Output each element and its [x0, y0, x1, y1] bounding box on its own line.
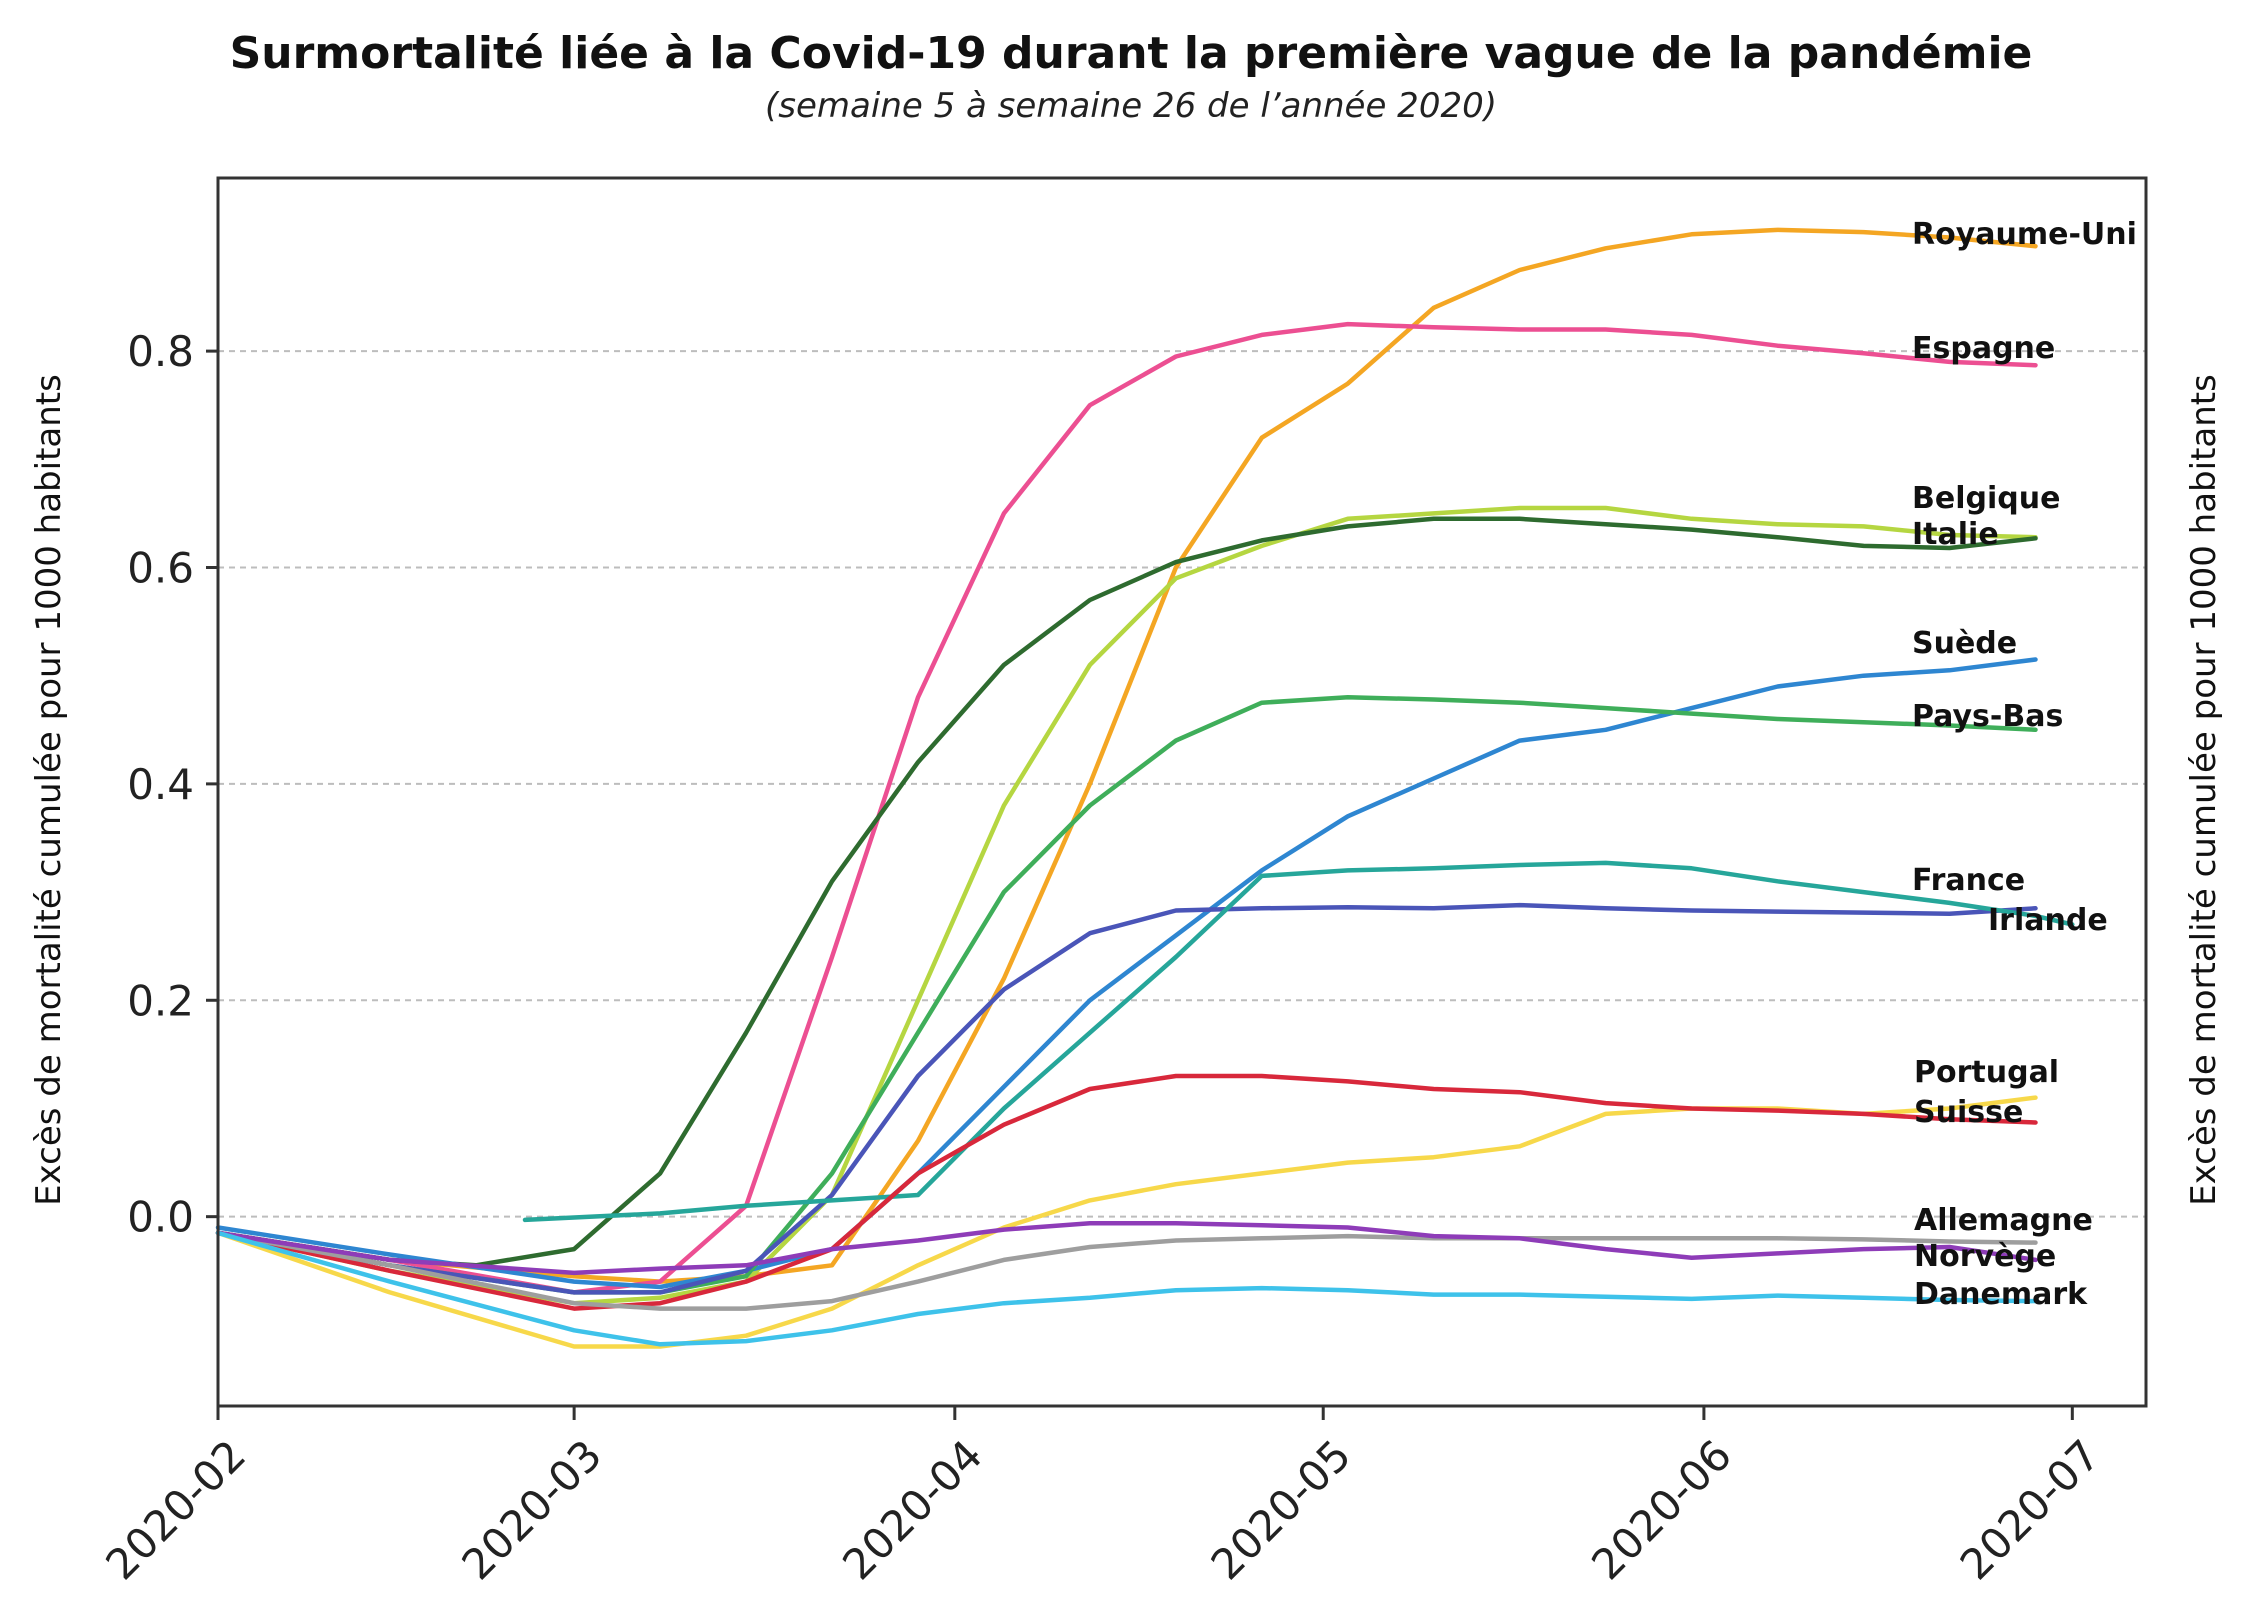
series-line-suisse — [215, 1073, 2038, 1311]
series-line-irlande — [522, 860, 2075, 1223]
y-axis: 0.0 0.2 0.4 0.6 0.8 — [127, 327, 218, 1242]
x-tick-label: 2020-06 — [1582, 1430, 1741, 1589]
x-tick-label: 2020-04 — [833, 1430, 992, 1589]
x-tick-label: 2020-03 — [452, 1430, 611, 1589]
y-tick-label: 0.4 — [127, 760, 194, 809]
series-line-pays-bas — [215, 695, 2038, 1295]
series-label-suisse: Suisse — [1914, 1095, 2023, 1130]
series-label-danemark: Danemark — [1914, 1277, 2088, 1312]
series-label-portugal: Portugal — [1914, 1055, 2059, 1090]
plot-frame — [216, 176, 2148, 1408]
series-label-pays-bas: Pays-Bas — [1912, 699, 2063, 734]
y-tick-label: 0.0 — [127, 1193, 194, 1242]
series-line-france — [215, 902, 2038, 1295]
chart-subtitle: (semaine 5 à semaine 26 de l’année 2020) — [765, 86, 1497, 126]
y-tick-label: 0.8 — [127, 327, 194, 376]
series-label-norvege: Norvège — [1914, 1239, 2056, 1274]
series-line-suede — [215, 657, 2038, 1290]
series-label-royaume-uni: Royaume-Uni — [1912, 217, 2137, 252]
series-label-irlande: Irlande — [1988, 903, 2108, 938]
series-label-france: France — [1912, 863, 2025, 898]
series-line-royaume-uni — [215, 227, 2038, 1284]
grid-layer — [218, 350, 2146, 1218]
y-axis-label-right: Excès de mortalité cumulée pour 1000 hab… — [2184, 374, 2224, 1206]
x-tick-label: 2020-07 — [1951, 1430, 2110, 1589]
series-label-belgique: Belgique — [1912, 481, 2060, 516]
chart-title: Surmortalité liée à la Covid-19 durant l… — [229, 28, 2033, 79]
series-label-italie: Italie — [1912, 517, 1999, 552]
series-label-allemagne: Allemagne — [1914, 1203, 2093, 1238]
series-line-espagne — [215, 321, 2038, 1295]
series-label-suede: Suède — [1912, 626, 2017, 661]
x-tick-label: 2020-05 — [1202, 1430, 1361, 1589]
y-tick-label: 0.6 — [127, 543, 194, 592]
series-lines — [215, 227, 2075, 1349]
series-label-espagne: Espagne — [1912, 331, 2055, 366]
series-line-belgique — [215, 505, 2038, 1306]
y-axis-label-left: Excès de mortalité cumulée pour 1000 hab… — [29, 374, 69, 1206]
x-tick-label: 2020-02 — [96, 1430, 255, 1589]
series-line-norvege — [215, 1220, 2038, 1276]
y-tick-label: 0.2 — [127, 976, 194, 1025]
series-line-danemark — [215, 1230, 2038, 1347]
series-line-allemagne — [215, 1230, 2038, 1311]
x-axis: 2020-02 2020-03 2020-04 2020-05 2020-06 2020-… — [96, 1406, 2109, 1589]
series-line-italie — [215, 516, 2038, 1268]
